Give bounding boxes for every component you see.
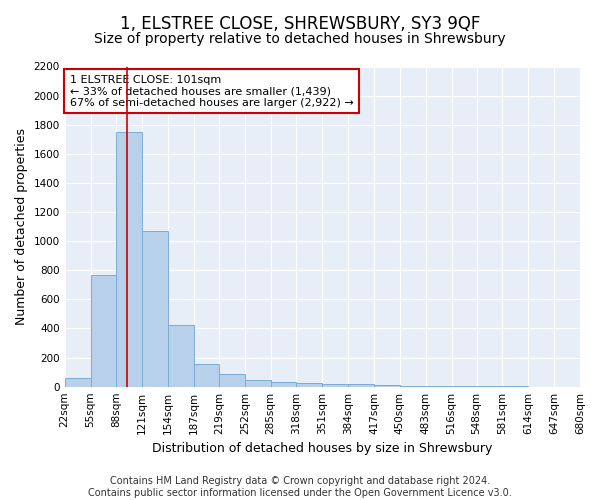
Bar: [348, 384, 374, 386]
Bar: [374, 385, 400, 386]
Y-axis label: Number of detached properties: Number of detached properties: [15, 128, 28, 325]
Text: 1 ELSTREE CLOSE: 101sqm
← 33% of detached houses are smaller (1,439)
67% of semi: 1 ELSTREE CLOSE: 101sqm ← 33% of detache…: [70, 74, 353, 108]
Bar: [194, 364, 219, 386]
Text: Contains HM Land Registry data © Crown copyright and database right 2024.
Contai: Contains HM Land Registry data © Crown c…: [88, 476, 512, 498]
Bar: [65, 378, 91, 386]
Bar: [116, 132, 142, 386]
Bar: [296, 383, 322, 386]
Bar: [322, 384, 348, 386]
Bar: [219, 374, 245, 386]
Bar: [91, 274, 116, 386]
Bar: [271, 382, 296, 386]
Text: 1, ELSTREE CLOSE, SHREWSBURY, SY3 9QF: 1, ELSTREE CLOSE, SHREWSBURY, SY3 9QF: [120, 15, 480, 33]
Bar: [168, 325, 194, 386]
Bar: [245, 380, 271, 386]
Text: Size of property relative to detached houses in Shrewsbury: Size of property relative to detached ho…: [94, 32, 506, 46]
Bar: [142, 231, 168, 386]
X-axis label: Distribution of detached houses by size in Shrewsbury: Distribution of detached houses by size …: [152, 442, 493, 455]
